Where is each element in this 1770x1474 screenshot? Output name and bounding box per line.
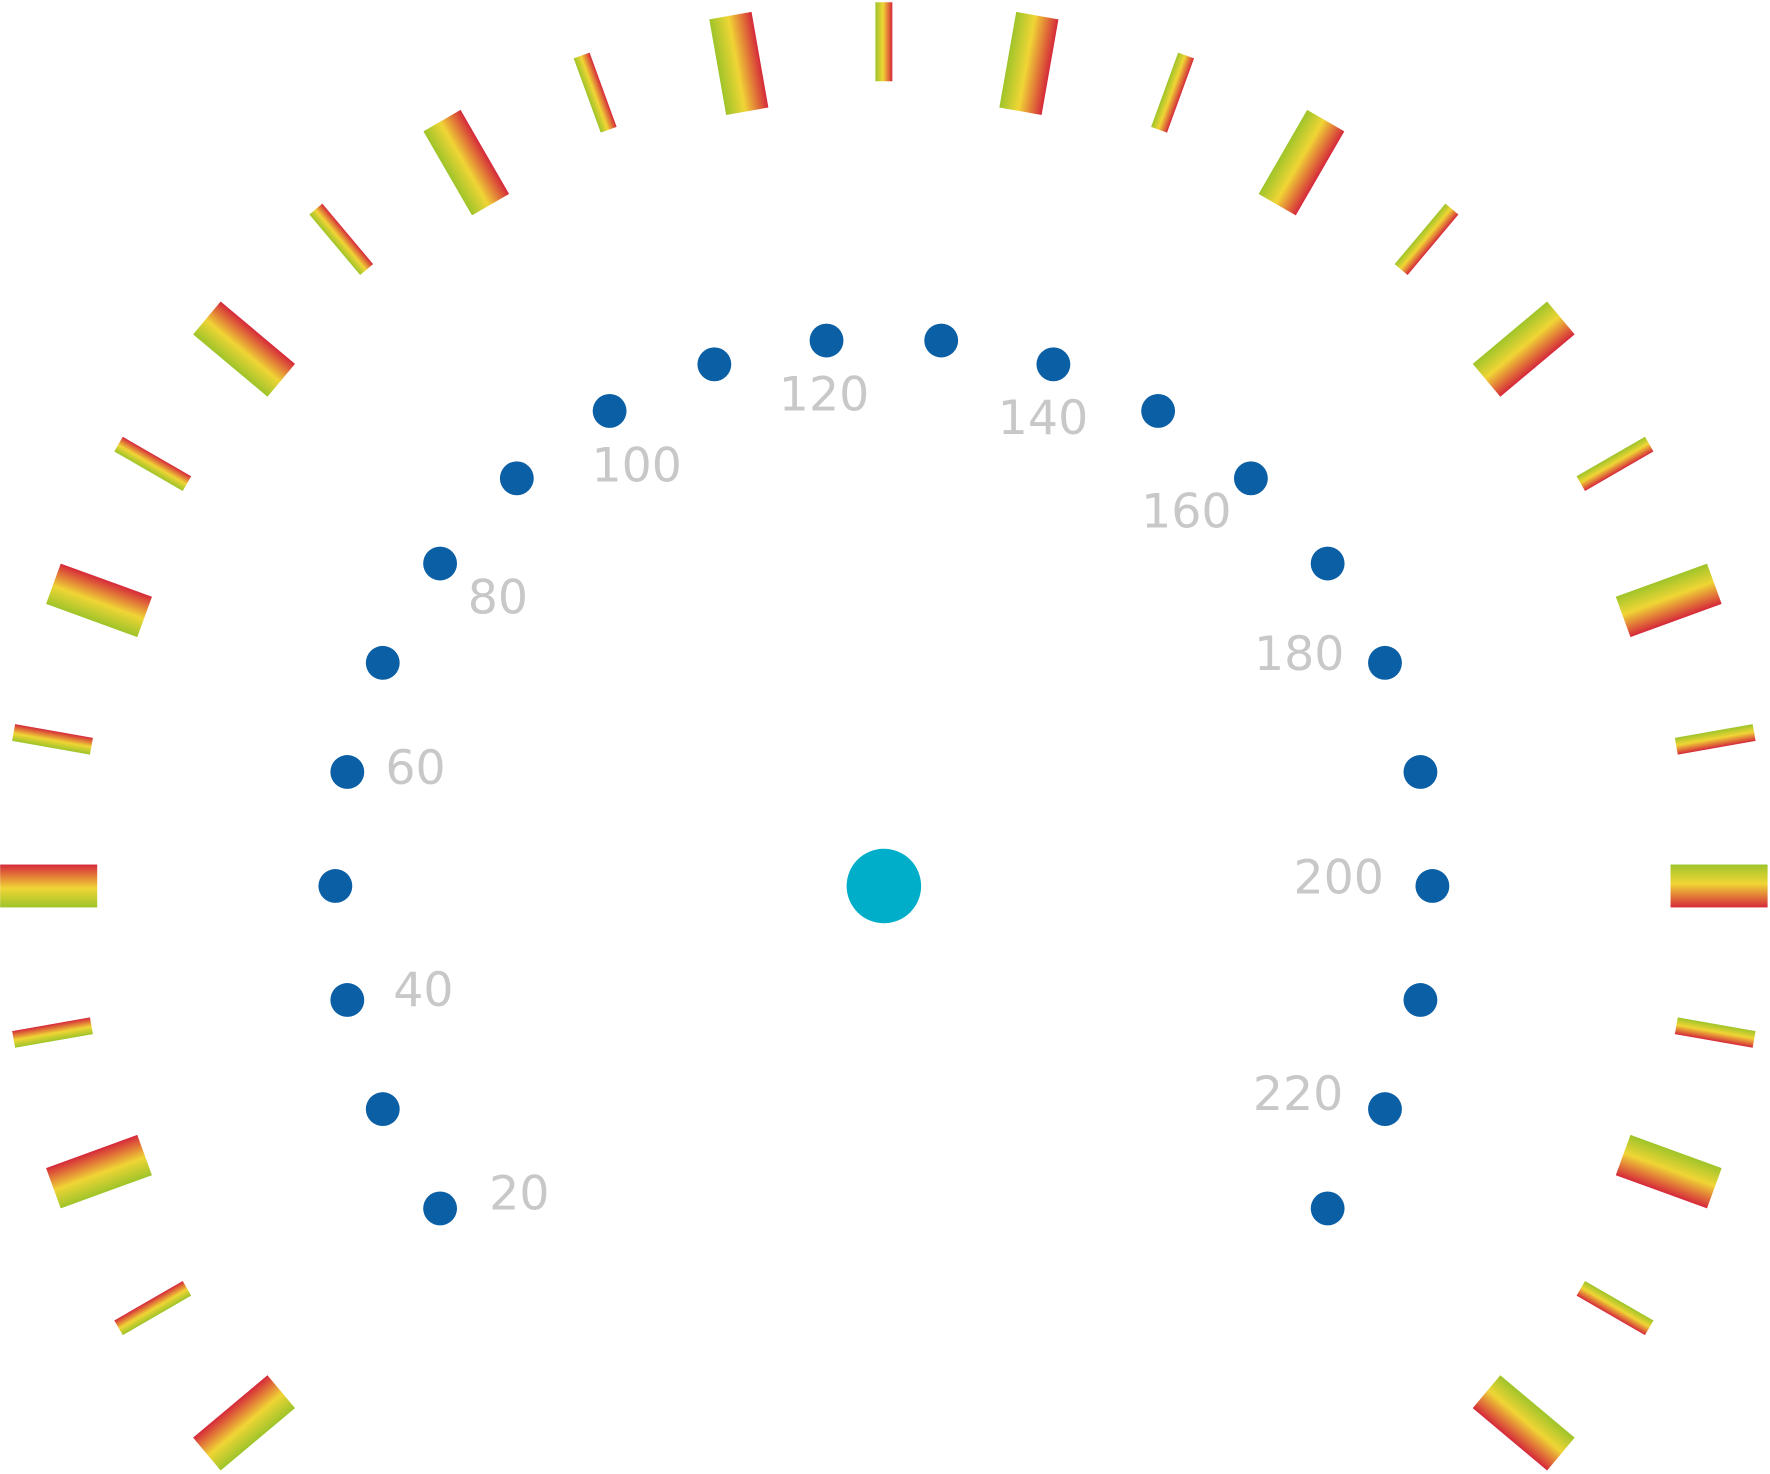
gauge-dot <box>1310 1191 1345 1226</box>
gauge-dot <box>592 394 627 428</box>
gauge-tick <box>1670 864 1768 908</box>
gauge-dot <box>1403 983 1438 1017</box>
gauge-dot <box>1141 394 1176 428</box>
speed-label: 20 <box>489 1166 549 1221</box>
gauge-dot <box>809 323 844 358</box>
gauge-tick <box>1151 52 1195 133</box>
gauge-tick <box>1258 109 1345 216</box>
gauge-tick <box>12 1017 93 1048</box>
speed-label: 200 <box>1293 850 1383 905</box>
speed-label: 80 <box>468 570 528 625</box>
gauge-tick <box>1472 1375 1575 1471</box>
gauge-tick <box>1674 724 1756 755</box>
gauge-dot <box>1368 1092 1402 1127</box>
speed-label: 220 <box>1253 1067 1343 1122</box>
gauge-dot <box>1415 869 1450 903</box>
gauge-dot <box>423 1191 458 1226</box>
gauge-tick <box>1615 1134 1722 1209</box>
speed-label: 40 <box>393 963 453 1018</box>
gauge-dot <box>330 755 365 789</box>
gauge-tick <box>114 1281 192 1336</box>
speed-label: 140 <box>998 391 1088 446</box>
gauge-dot <box>1403 755 1438 789</box>
speed-label: 60 <box>385 741 445 796</box>
speed-labels: 20 40 60 80 100 120 140 160 180 200 220 <box>385 367 1384 1221</box>
speed-label: 120 <box>779 367 869 422</box>
gauge-tick <box>309 203 374 275</box>
gauge-tick <box>709 11 769 115</box>
gauge-tick <box>12 724 93 755</box>
gauge-tick <box>1394 203 1459 275</box>
gauge-tick <box>114 436 192 491</box>
gauge-tick <box>875 2 893 82</box>
center-hub <box>846 848 922 924</box>
gauge-dot <box>499 461 534 496</box>
gauge-tick <box>46 1134 152 1209</box>
gauge-tick <box>423 109 510 216</box>
gauge-tick <box>1674 1017 1756 1048</box>
gauge-dot <box>1310 546 1345 581</box>
speed-label: 180 <box>1254 627 1344 682</box>
gauge-dot <box>1368 645 1402 680</box>
gauge-tick <box>46 563 152 638</box>
speed-label: 100 <box>591 438 681 493</box>
gauge-tick <box>1472 301 1575 397</box>
gauge-dot <box>365 1092 400 1127</box>
gauge-dot <box>1233 461 1268 496</box>
gauge-dot <box>924 323 959 358</box>
dot-ring <box>318 323 1450 1226</box>
gauge-dot <box>697 347 732 382</box>
gauge-tick <box>999 11 1059 115</box>
gauge-dot <box>1036 347 1071 382</box>
gauge-tick <box>193 301 296 397</box>
gauge-dot <box>423 546 458 581</box>
gauge-tick <box>1576 1281 1654 1336</box>
gauge-tick <box>1615 563 1722 638</box>
gauge-dot <box>365 645 400 680</box>
gauge-tick <box>193 1375 296 1471</box>
gauge-dot <box>318 869 353 903</box>
gauge-tick <box>573 52 617 133</box>
speed-label: 160 <box>1141 485 1231 540</box>
gauge-tick <box>0 864 98 908</box>
gauge-tick <box>1576 436 1654 491</box>
gauge-dot <box>330 983 365 1017</box>
